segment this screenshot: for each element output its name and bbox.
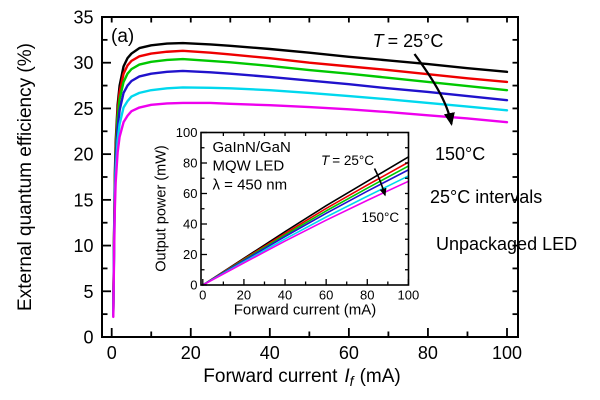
main-y-tick-label: 35 bbox=[73, 8, 93, 28]
inset-y-tick-label: 20 bbox=[183, 247, 197, 262]
inset-x-tick-label: 60 bbox=[319, 288, 333, 303]
main-annotations: T = 25°C 150°C 25°C intervals Unpackaged … bbox=[373, 31, 577, 254]
inset-y-tick-label: 80 bbox=[183, 156, 197, 171]
temp-start-label: T = 25°C bbox=[373, 31, 444, 51]
inset-temp-end-label: 150°C bbox=[362, 210, 400, 225]
main-y-tick-label: 5 bbox=[83, 282, 93, 302]
main-x-tick-label: 80 bbox=[418, 343, 438, 363]
inset-x-tick-label: 80 bbox=[360, 288, 374, 303]
inset-y-axis-title: Output power (mW) bbox=[154, 145, 170, 272]
main-y-tick-label: 25 bbox=[73, 99, 93, 119]
main-x-tick-label: 60 bbox=[339, 343, 359, 363]
inset-temperature-arrow bbox=[373, 168, 387, 197]
main-y-tick-label: 15 bbox=[73, 190, 93, 210]
inset-chart: 0 20 40 60 80 100 0 20 40 60 80 100 Output power (m… bbox=[154, 125, 420, 319]
main-y-axis-title: External quantum efficiency (%) bbox=[15, 43, 36, 311]
inset-y-tick-label: 60 bbox=[183, 186, 197, 201]
main-x-tick-label: 20 bbox=[181, 343, 201, 363]
inset-x-tick-label: 20 bbox=[237, 288, 251, 303]
main-axis-tick-labels: 0 20 40 60 80 100 0 5 10 15 20 25 30 35 bbox=[73, 8, 522, 363]
inset-axis-tick-labels: 0 20 40 60 80 100 0 20 40 60 80 100 bbox=[176, 125, 419, 303]
inset-x-tick-label: 100 bbox=[398, 288, 420, 303]
main-y-tick-label: 10 bbox=[73, 236, 93, 256]
main-x-tick-label: 40 bbox=[260, 343, 280, 363]
inset-wavelength-label: λ = 450 nm bbox=[213, 177, 288, 194]
temp-end-label: 150°C bbox=[435, 144, 485, 164]
inset-x-tick-label: 0 bbox=[199, 288, 206, 303]
temperature-arrow bbox=[413, 53, 455, 126]
inset-y-tick-label: 0 bbox=[190, 278, 197, 293]
inset-device-line2: MQW LED bbox=[213, 158, 285, 175]
main-y-tick-label: 20 bbox=[73, 145, 93, 165]
main-axis-ticks bbox=[102, 16, 518, 338]
inset-device-line1: GaInN/GaN bbox=[213, 139, 291, 156]
inset-curve-150°C bbox=[202, 180, 410, 286]
main-curve-150°C bbox=[112, 101, 509, 319]
main-chart: 0 20 40 60 80 100 0 5 10 15 20 25 30 35 External quan… bbox=[15, 8, 577, 389]
main-y-tick-label: 0 bbox=[83, 328, 93, 348]
inset-background bbox=[201, 132, 409, 285]
inset-annotations: GaInN/GaN MQW LED λ = 450 nm T = 25°C 150… bbox=[213, 139, 400, 225]
main-y-tick-label: 30 bbox=[73, 53, 93, 73]
inset-curves bbox=[202, 156, 410, 286]
device-note: Unpackaged LED bbox=[436, 234, 577, 254]
main-x-axis-title: Forward current If (mA) bbox=[203, 366, 400, 389]
inset-temp-start-label: T = 25°C bbox=[321, 153, 374, 168]
inset-y-tick-label: 100 bbox=[176, 125, 198, 140]
intervals-note: 25°C intervals bbox=[430, 187, 542, 207]
main-x-tick-label: 100 bbox=[492, 343, 522, 363]
inset-y-tick-label: 40 bbox=[183, 217, 197, 232]
inset-x-axis-title: Forward current (mA) bbox=[234, 302, 377, 319]
main-curves bbox=[112, 41, 509, 319]
main-x-tick-label: 0 bbox=[107, 343, 117, 363]
inset-x-tick-label: 40 bbox=[278, 288, 292, 303]
panel-label: (a) bbox=[111, 26, 134, 47]
inset-axis-ticks bbox=[201, 131, 410, 286]
inset-curve-100°C bbox=[202, 169, 410, 286]
